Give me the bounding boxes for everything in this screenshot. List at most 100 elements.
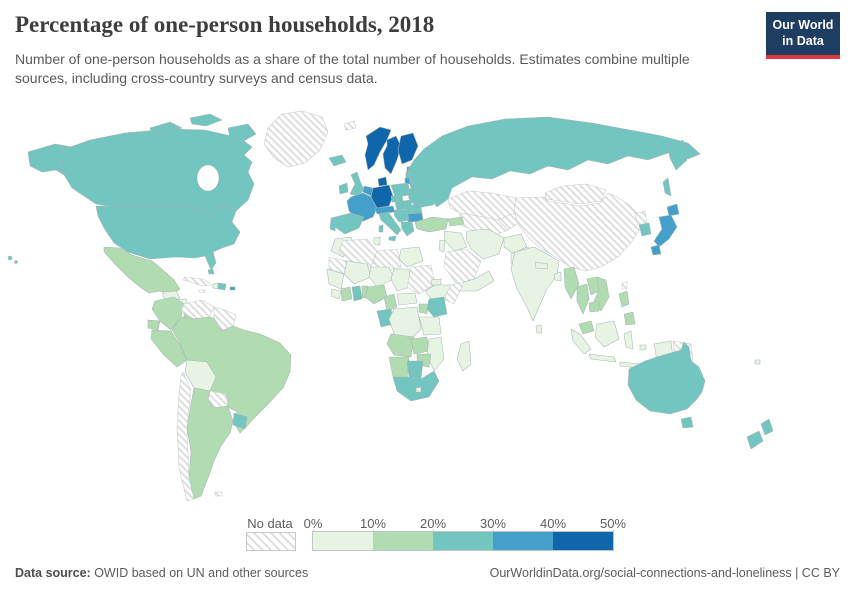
country-zambia[interactable] <box>410 336 430 355</box>
legend-bin-20-30[interactable] <box>433 532 493 550</box>
country-puerto-rico[interactable] <box>229 286 236 291</box>
country-china[interactable] <box>513 192 641 272</box>
country-nepal[interactable] <box>534 261 549 270</box>
country-mali[interactable] <box>343 260 372 285</box>
country-japan-hokkaido[interactable] <box>666 203 680 217</box>
country-uruguay[interactable] <box>232 412 248 430</box>
country-canada-arctic-1[interactable] <box>149 121 183 134</box>
country-cambodia[interactable] <box>588 300 600 313</box>
country-chile[interactable] <box>176 371 195 502</box>
country-somalia[interactable] <box>443 281 465 305</box>
country-finland[interactable] <box>397 132 419 165</box>
country-philippines-mindanao[interactable] <box>623 311 636 326</box>
country-cameroon[interactable] <box>383 293 398 312</box>
country-south-korea[interactable] <box>638 222 652 237</box>
country-ivory-coast[interactable] <box>340 286 353 302</box>
country-uganda[interactable] <box>418 303 430 315</box>
country-haiti[interactable] <box>212 282 219 290</box>
country-cuba[interactable] <box>182 276 213 287</box>
legend-bin-40-50[interactable] <box>553 532 613 550</box>
country-caucasus[interactable] <box>447 216 465 227</box>
country-angola[interactable] <box>386 333 415 358</box>
country-sri-lanka[interactable] <box>535 324 543 334</box>
country-portugal[interactable] <box>329 216 337 232</box>
no-data-swatch[interactable] <box>246 532 296 551</box>
country-jamaica[interactable] <box>198 289 206 294</box>
country-canada[interactable] <box>59 128 255 215</box>
country-indonesia-sulawesi[interactable] <box>623 330 634 350</box>
country-spain[interactable] <box>334 212 365 235</box>
country-syria-iraq[interactable] <box>443 230 468 252</box>
country-india[interactable] <box>510 246 560 322</box>
country-japan-kyushu[interactable] <box>650 244 662 256</box>
country-kenya[interactable] <box>426 296 448 318</box>
country-serbia-balkans[interactable] <box>393 209 410 223</box>
country-lesotho[interactable] <box>415 386 422 393</box>
country-colombia[interactable] <box>151 296 185 331</box>
legend-bin-10-20[interactable] <box>373 532 433 550</box>
country-iran[interactable] <box>465 228 505 260</box>
owid-logo[interactable]: Our World in Data <box>766 12 840 60</box>
country-fiji[interactable] <box>754 359 761 365</box>
country-new-zealand-south[interactable] <box>746 430 764 450</box>
country-north-korea[interactable] <box>634 210 648 226</box>
country-tasmania[interactable] <box>680 416 694 429</box>
country-ireland[interactable] <box>338 182 349 195</box>
country-united-kingdom[interactable] <box>349 171 365 197</box>
country-italy[interactable] <box>378 211 402 236</box>
country-bangladesh[interactable] <box>553 271 562 282</box>
country-falkland-islands[interactable] <box>214 491 223 497</box>
country-greenland[interactable] <box>263 110 329 168</box>
country-greece[interactable] <box>400 221 415 237</box>
country-tanzania[interactable] <box>418 316 442 336</box>
country-argentina[interactable] <box>186 387 234 500</box>
country-mozambique[interactable] <box>426 336 445 372</box>
country-philippines-luzon[interactable] <box>618 290 630 308</box>
country-peru[interactable] <box>150 329 188 368</box>
country-indonesia-borneo[interactable] <box>594 320 620 348</box>
country-ghana[interactable] <box>351 285 363 302</box>
footer-link[interactable]: OurWorldinData.org/social-connections-an… <box>489 566 840 580</box>
country-tunisia[interactable] <box>373 236 381 246</box>
country-central-african-republic[interactable] <box>396 292 418 306</box>
country-uzbekistan-turkmenistan[interactable] <box>457 212 509 237</box>
country-yemen-oman[interactable] <box>456 270 495 292</box>
country-italy-sicily[interactable] <box>388 235 397 242</box>
country-namibia[interactable] <box>388 356 410 380</box>
country-hawaii[interactable] <box>7 255 13 261</box>
country-israel-jordan[interactable] <box>438 239 446 253</box>
country-madagascar[interactable] <box>456 340 472 372</box>
country-svalbard[interactable] <box>343 120 357 131</box>
country-mongolia[interactable] <box>544 183 607 205</box>
legend-bin-30-40[interactable] <box>493 532 553 550</box>
country-united-states[interactable] <box>95 205 241 271</box>
country-indonesia-sumatra[interactable] <box>570 328 592 355</box>
country-eritrea[interactable] <box>430 278 442 286</box>
country-benelux[interactable] <box>362 185 374 197</box>
legend-bin-0-10[interactable] <box>313 532 373 550</box>
country-chad[interactable] <box>390 268 412 292</box>
country-kazakhstan[interactable] <box>447 190 517 221</box>
country-hawaii-2[interactable] <box>14 260 18 264</box>
country-ecuador[interactable] <box>147 319 161 331</box>
country-iceland[interactable] <box>328 154 347 167</box>
country-sierra-leone-liberia[interactable] <box>330 288 342 300</box>
country-turkey[interactable] <box>414 216 449 233</box>
country-indonesia-java[interactable] <box>588 353 617 363</box>
country-canada-arctic-2[interactable] <box>189 113 223 127</box>
country-russia-kamchatka[interactable] <box>667 139 688 171</box>
country-thailand[interactable] <box>576 283 590 315</box>
country-russia-sakhalin[interactable] <box>662 177 672 197</box>
country-dominican-republic[interactable] <box>217 282 227 291</box>
country-sudan[interactable] <box>406 264 436 295</box>
country-egypt[interactable] <box>398 246 424 268</box>
country-australia[interactable] <box>627 341 706 415</box>
country-indonesia-maluku[interactable] <box>639 344 647 351</box>
country-denmark[interactable] <box>377 176 388 187</box>
country-sweden[interactable] <box>382 135 402 175</box>
country-nigeria[interactable] <box>364 284 388 305</box>
country-myanmar[interactable] <box>563 266 580 300</box>
country-poland[interactable] <box>390 182 411 198</box>
country-japan-honshu[interactable] <box>653 214 678 248</box>
country-canada-baffin[interactable] <box>227 123 257 143</box>
